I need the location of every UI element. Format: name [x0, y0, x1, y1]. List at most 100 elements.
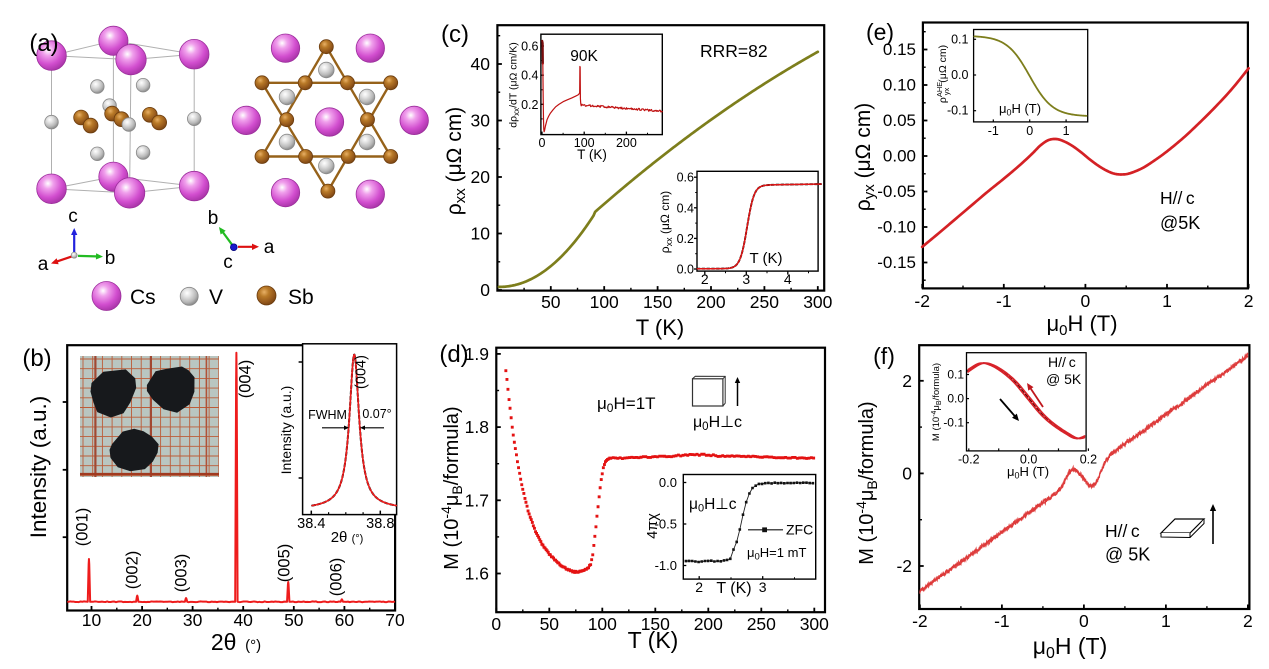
svg-text:0.2: 0.2	[677, 232, 694, 246]
svg-text:ρyx (μΩ cm): ρyx (μΩ cm)	[852, 103, 878, 211]
svg-text:-0.1: -0.1	[947, 104, 969, 118]
svg-text:0: 0	[491, 614, 501, 634]
svg-text:0.0: 0.0	[947, 392, 964, 406]
svg-text:μ0H⊥c: μ0H⊥c	[689, 496, 737, 515]
svg-text:0.0: 0.0	[1020, 453, 1037, 467]
svg-text:38.4: 38.4	[297, 516, 325, 532]
svg-text:-0.5: -0.5	[655, 517, 677, 532]
svg-text:(e): (e)	[866, 19, 894, 45]
svg-text:0.10: 0.10	[883, 76, 916, 95]
svg-text:150: 150	[643, 292, 672, 312]
svg-text:ρAHEyx(μΩ cm): ρAHEyx(μΩ cm)	[935, 45, 951, 103]
svg-text:38.8: 38.8	[366, 516, 394, 532]
svg-text:H// c: H// c	[1105, 521, 1140, 541]
svg-text:(b): (b)	[22, 345, 51, 372]
svg-text:0: 0	[480, 280, 490, 300]
svg-text:ZFC: ZFC	[786, 522, 813, 538]
svg-text:-1: -1	[996, 291, 1012, 311]
svg-text:(002): (002)	[124, 551, 142, 590]
svg-text:M (10-4μB/formula): M (10-4μB/formula)	[438, 406, 465, 569]
svg-text:1: 1	[1162, 291, 1172, 311]
svg-text:20: 20	[132, 610, 152, 630]
svg-text:(003): (003)	[173, 554, 191, 593]
svg-text:1.9: 1.9	[465, 344, 489, 364]
svg-text:ρxx (μΩ cm): ρxx (μΩ cm)	[658, 191, 674, 253]
svg-text:200: 200	[694, 614, 723, 634]
svg-text:40: 40	[233, 610, 253, 630]
svg-text:0.00: 0.00	[883, 147, 916, 166]
svg-text:0.05: 0.05	[883, 111, 916, 130]
svg-text:0.4: 0.4	[521, 69, 538, 83]
svg-text:μ0H (T): μ0H (T)	[1007, 464, 1049, 481]
svg-text:μ0H=1 mT: μ0H=1 mT	[747, 545, 806, 563]
svg-text:FWHM: FWHM	[308, 408, 347, 422]
svg-text:μ0H⊥c: μ0H⊥c	[693, 414, 742, 433]
svg-text:(005): (005)	[276, 544, 294, 583]
svg-text:1: 1	[1063, 124, 1070, 138]
svg-text:H// c: H// c	[1048, 354, 1076, 370]
svg-text:20: 20	[471, 167, 491, 187]
svg-text:c: c	[68, 206, 78, 227]
svg-text:(001): (001)	[74, 508, 92, 547]
svg-text:1.6: 1.6	[465, 564, 489, 584]
svg-text:0: 0	[1079, 611, 1089, 631]
svg-text:2: 2	[695, 579, 703, 595]
svg-text:30: 30	[471, 111, 491, 131]
svg-text:4: 4	[784, 271, 792, 287]
svg-text:30: 30	[183, 610, 203, 630]
svg-text:(d): (d)	[439, 341, 468, 368]
svg-text:a: a	[38, 254, 49, 275]
svg-text:2: 2	[902, 371, 912, 391]
svg-text:150: 150	[641, 614, 670, 634]
svg-text:@ 5K: @ 5K	[1105, 545, 1150, 565]
svg-text:0.6: 0.6	[677, 171, 694, 185]
svg-text:2: 2	[1243, 611, 1253, 631]
svg-text:@ 5K: @ 5K	[1046, 371, 1082, 387]
svg-text:@5K: @5K	[1160, 213, 1200, 233]
svg-text:0.1: 0.1	[951, 32, 968, 46]
svg-text:0.6: 0.6	[521, 40, 538, 54]
svg-text:μ0H=1T: μ0H=1T	[597, 394, 656, 415]
svg-text:Cs: Cs	[130, 286, 156, 309]
svg-text:2: 2	[1244, 291, 1254, 311]
svg-text:300: 300	[803, 292, 832, 312]
svg-text:-2: -2	[914, 291, 930, 311]
svg-text:T (K): T (K)	[749, 250, 782, 267]
svg-text:(a): (a)	[29, 30, 58, 57]
svg-text:(004): (004)	[237, 360, 255, 399]
svg-text:μ0H (T): μ0H (T)	[999, 101, 1041, 118]
svg-text:-1: -1	[994, 611, 1010, 631]
svg-text:-2: -2	[912, 611, 928, 631]
svg-text:250: 250	[750, 292, 779, 312]
svg-text:-1.0: -1.0	[655, 558, 677, 573]
svg-text:3: 3	[759, 579, 767, 595]
svg-text:2: 2	[701, 271, 709, 287]
svg-text:0: 0	[539, 136, 546, 150]
svg-text:T (K): T (K)	[636, 315, 684, 340]
svg-text:-0.10: -0.10	[877, 218, 916, 237]
svg-text:70: 70	[385, 610, 405, 630]
svg-text:200: 200	[616, 136, 637, 150]
svg-text:Intensity (a.u.): Intensity (a.u.)	[278, 386, 294, 475]
svg-text:40: 40	[471, 54, 491, 74]
svg-text:b: b	[105, 248, 116, 269]
svg-text:10: 10	[82, 610, 102, 630]
svg-text:(f): (f)	[873, 343, 895, 369]
svg-text:μ0H (T): μ0H (T)	[1046, 311, 1117, 339]
svg-text:-0.1: -0.1	[943, 416, 964, 430]
svg-text:V: V	[209, 286, 223, 309]
svg-text:0: 0	[1081, 291, 1091, 311]
svg-text:0.4: 0.4	[677, 201, 694, 215]
svg-text:T (K): T (K)	[716, 580, 751, 597]
svg-text:0.15: 0.15	[883, 40, 916, 59]
svg-text:0.2: 0.2	[1080, 453, 1097, 467]
svg-text:3: 3	[742, 271, 750, 287]
svg-text:10: 10	[471, 224, 491, 244]
svg-text:50: 50	[541, 292, 561, 312]
svg-text:0.07°: 0.07°	[362, 407, 391, 421]
svg-text:(004): (004)	[354, 355, 370, 389]
svg-text:-0.15: -0.15	[877, 253, 916, 272]
svg-text:0: 0	[1026, 124, 1033, 138]
svg-text:a: a	[264, 237, 275, 258]
svg-text:RRR=82: RRR=82	[700, 41, 768, 61]
